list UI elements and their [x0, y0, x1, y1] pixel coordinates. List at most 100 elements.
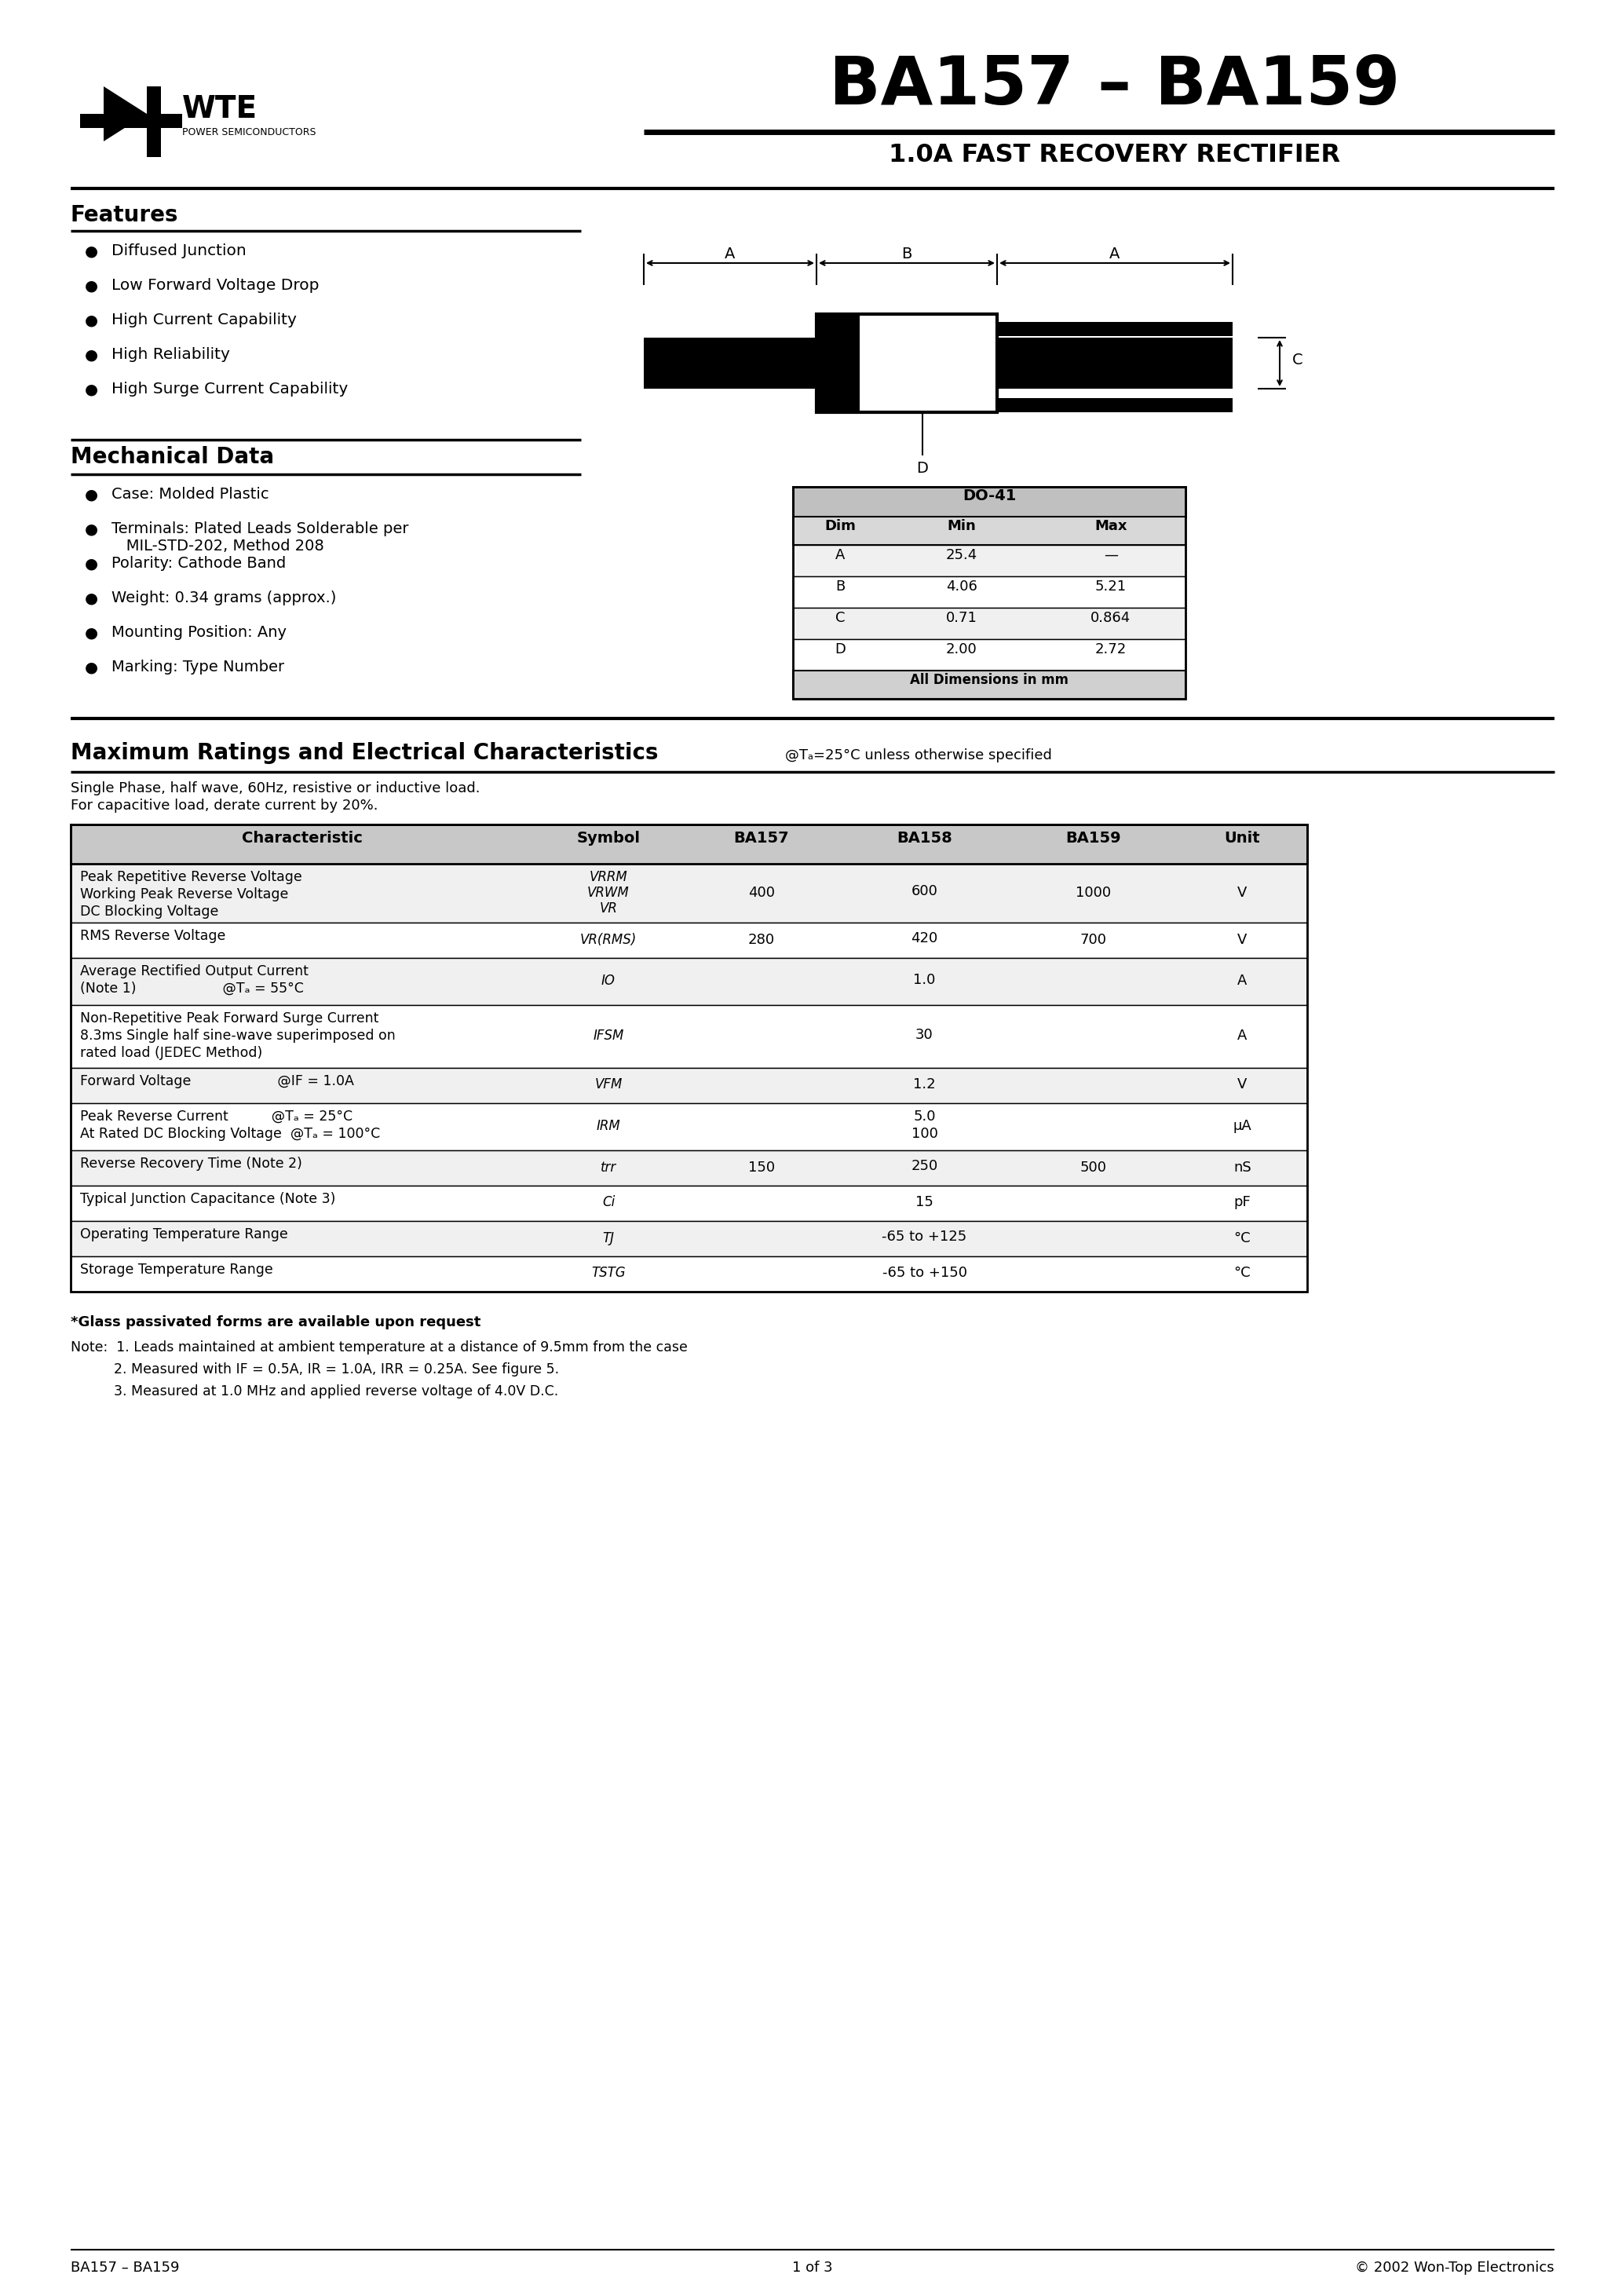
Text: Forward Voltage                    @IF = 1.0A: Forward Voltage @IF = 1.0A — [79, 1075, 354, 1088]
Bar — [71, 824, 1307, 1293]
Text: 3. Measured at 1.0 MHz and applied reverse voltage of 4.0V D.C.: 3. Measured at 1.0 MHz and applied rever… — [71, 1384, 558, 1398]
Text: Case: Molded Plastic: Case: Molded Plastic — [112, 487, 269, 503]
Text: 280: 280 — [748, 932, 775, 946]
Text: V: V — [1238, 932, 1247, 946]
Bar — [71, 1068, 1307, 1104]
Text: 2. Measured with IF = 0.5A, IR = 1.0A, IRR = 0.25A. See figure 5.: 2. Measured with IF = 0.5A, IR = 1.0A, I… — [71, 1362, 560, 1378]
Bar — [998, 397, 1233, 413]
Text: Characteristic: Characteristic — [242, 831, 363, 845]
Text: °C: °C — [1234, 1265, 1251, 1281]
Bar — [71, 923, 1307, 957]
Bar — [71, 863, 1307, 923]
Text: A: A — [1238, 974, 1247, 987]
Text: A: A — [1109, 246, 1121, 262]
Text: Peak Reverse Current          @Tₐ = 25°C: Peak Reverse Current @Tₐ = 25°C — [79, 1109, 352, 1123]
Text: 15: 15 — [915, 1194, 933, 1210]
Text: BA158: BA158 — [897, 831, 952, 845]
Text: Peak Repetitive Reverse Voltage: Peak Repetitive Reverse Voltage — [79, 870, 302, 884]
Text: High Surge Current Capability: High Surge Current Capability — [112, 381, 349, 397]
Text: Single Phase, half wave, 60Hz, resistive or inductive load.: Single Phase, half wave, 60Hz, resistive… — [71, 781, 480, 794]
Text: *Glass passivated forms are available upon request: *Glass passivated forms are available up… — [71, 1316, 480, 1329]
Bar — [793, 517, 1186, 544]
Bar — [793, 576, 1186, 608]
Text: Typical Junction Capacitance (Note 3): Typical Junction Capacitance (Note 3) — [79, 1192, 336, 1205]
Text: 2.72: 2.72 — [1095, 643, 1127, 657]
Text: V: V — [1238, 1077, 1247, 1093]
Text: 700: 700 — [1080, 932, 1106, 946]
Bar — [71, 1006, 1307, 1068]
Bar — [71, 1104, 1307, 1150]
Text: ●: ● — [84, 381, 99, 397]
Text: VFM: VFM — [595, 1077, 623, 1093]
Text: (Note 1)                    @Tₐ = 55°C: (Note 1) @Tₐ = 55°C — [79, 980, 303, 996]
Text: Unit: Unit — [1225, 831, 1260, 845]
Text: 420: 420 — [912, 932, 938, 946]
Bar — [71, 1256, 1307, 1293]
Bar — [71, 1185, 1307, 1221]
Text: IRM: IRM — [597, 1118, 621, 1134]
Bar — [79, 115, 182, 129]
Text: -65 to +125: -65 to +125 — [882, 1231, 967, 1244]
Text: D: D — [835, 643, 845, 657]
Text: Maximum Ratings and Electrical Characteristics: Maximum Ratings and Electrical Character… — [71, 742, 659, 765]
Text: Low Forward Voltage Drop: Low Forward Voltage Drop — [112, 278, 320, 294]
Text: Min: Min — [947, 519, 976, 533]
Text: VRRM: VRRM — [589, 870, 628, 884]
Text: DC Blocking Voltage: DC Blocking Voltage — [79, 905, 219, 918]
Text: Average Rectified Output Current: Average Rectified Output Current — [79, 964, 308, 978]
Text: ●: ● — [84, 521, 99, 537]
Text: © 2002 Won-Top Electronics: © 2002 Won-Top Electronics — [1356, 2262, 1554, 2275]
Bar — [793, 487, 1186, 517]
Text: Working Peak Reverse Voltage: Working Peak Reverse Voltage — [79, 886, 289, 902]
Text: BA157: BA157 — [733, 831, 790, 845]
Text: BA159: BA159 — [1066, 831, 1121, 845]
Text: Features: Features — [71, 204, 178, 225]
Text: ●: ● — [84, 243, 99, 259]
Text: ●: ● — [84, 556, 99, 572]
Bar — [793, 544, 1186, 576]
Text: ●: ● — [84, 487, 99, 503]
Text: 8.3ms Single half sine-wave superimposed on: 8.3ms Single half sine-wave superimposed… — [79, 1029, 396, 1042]
Text: For capacitive load, derate current by 20%.: For capacitive load, derate current by 2… — [71, 799, 378, 813]
Text: rated load (JEDEC Method): rated load (JEDEC Method) — [79, 1047, 263, 1061]
Text: 150: 150 — [748, 1159, 775, 1173]
Text: 5.0: 5.0 — [913, 1109, 936, 1123]
Bar — [793, 670, 1186, 698]
Bar — [644, 338, 816, 388]
Text: ●: ● — [84, 312, 99, 328]
Text: 600: 600 — [912, 884, 938, 898]
Bar — [71, 824, 1307, 863]
Text: TSTG: TSTG — [592, 1265, 626, 1281]
Text: B: B — [835, 579, 845, 595]
Text: BA157 – BA159: BA157 – BA159 — [829, 53, 1400, 119]
Text: High Current Capability: High Current Capability — [112, 312, 297, 328]
Bar — [793, 608, 1186, 638]
Text: ●: ● — [84, 659, 99, 675]
Text: 1.2: 1.2 — [913, 1077, 936, 1091]
Bar — [71, 957, 1307, 1006]
Text: V: V — [1238, 886, 1247, 900]
Bar — [793, 638, 1186, 670]
Text: RMS Reverse Voltage: RMS Reverse Voltage — [79, 930, 225, 944]
Text: μA: μA — [1233, 1118, 1252, 1134]
Text: Weight: 0.34 grams (approx.): Weight: 0.34 grams (approx.) — [112, 590, 336, 606]
Bar — [816, 315, 860, 413]
Text: Diffused Junction: Diffused Junction — [112, 243, 247, 259]
Text: DO-41: DO-41 — [962, 489, 1015, 503]
Text: POWER SEMICONDUCTORS: POWER SEMICONDUCTORS — [182, 126, 316, 138]
Bar — [71, 1221, 1307, 1256]
Text: nS: nS — [1233, 1159, 1251, 1173]
Text: Mounting Position: Any: Mounting Position: Any — [112, 625, 287, 641]
Text: Symbol: Symbol — [577, 831, 641, 845]
Text: D: D — [916, 461, 928, 475]
Text: 30: 30 — [915, 1029, 933, 1042]
Bar — [998, 338, 1233, 388]
Text: —: — — [1105, 549, 1118, 563]
Text: A: A — [1238, 1029, 1247, 1042]
Text: 0.864: 0.864 — [1090, 611, 1131, 625]
Text: 1.0A FAST RECOVERY RECTIFIER: 1.0A FAST RECOVERY RECTIFIER — [889, 142, 1341, 168]
Text: Note:  1. Leads maintained at ambient temperature at a distance of 9.5mm from th: Note: 1. Leads maintained at ambient tem… — [71, 1341, 688, 1355]
Bar — [793, 487, 1186, 698]
Text: BA157 – BA159: BA157 – BA159 — [71, 2262, 180, 2275]
Text: WTE: WTE — [182, 94, 258, 124]
